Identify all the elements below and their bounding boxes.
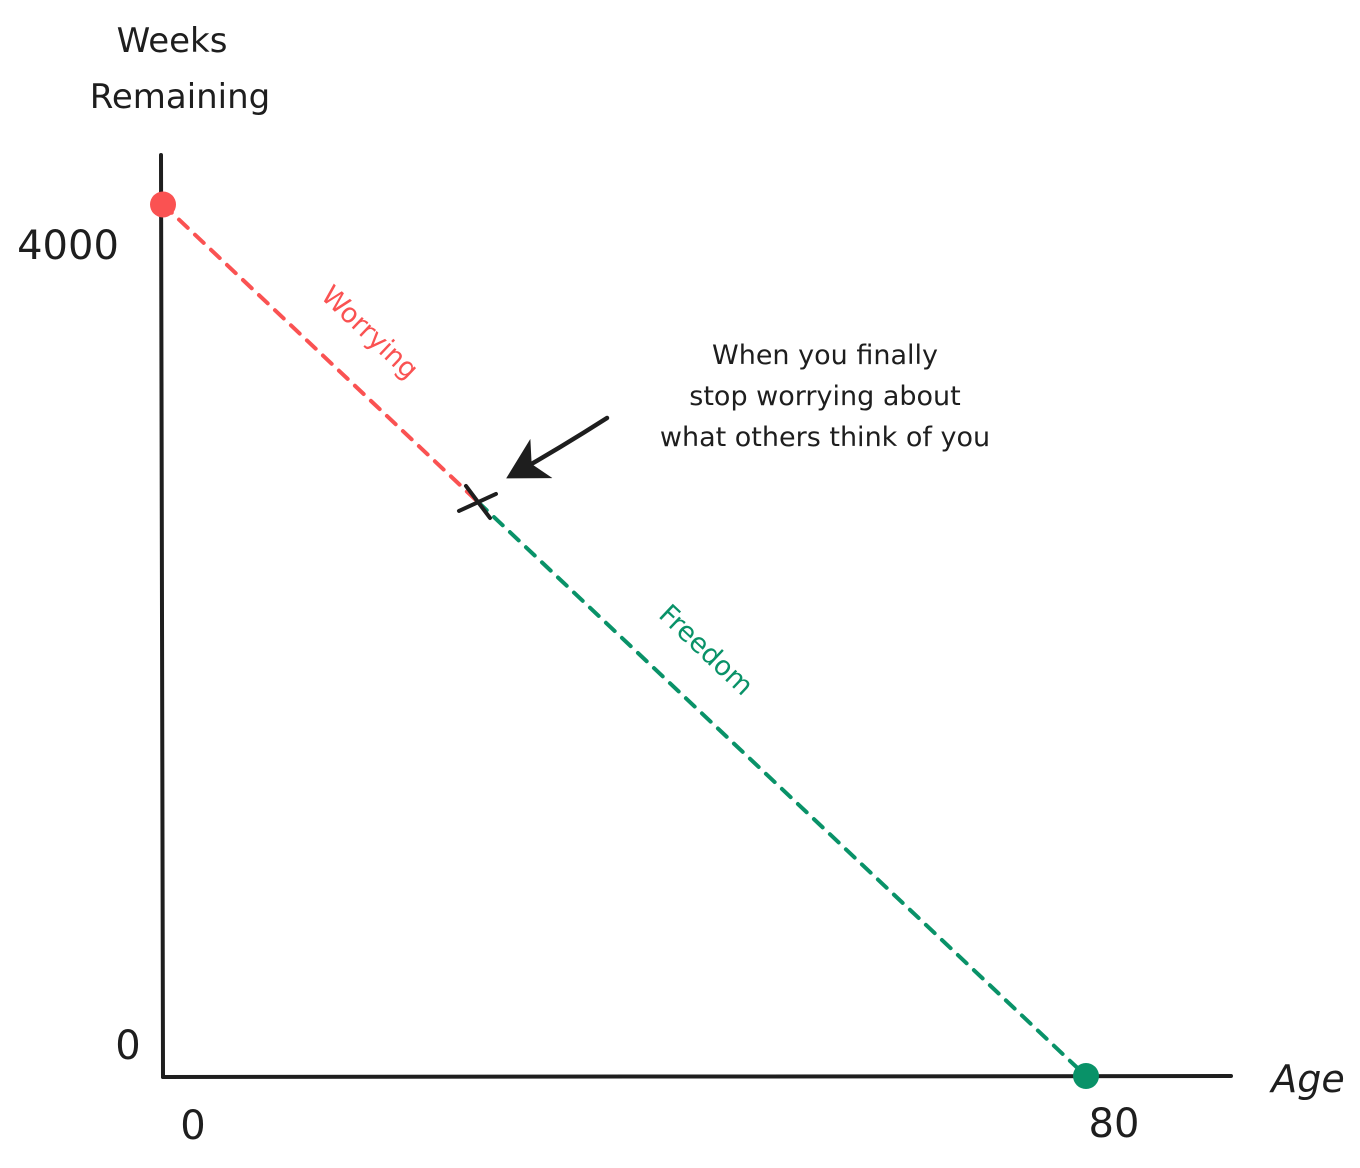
start-point	[150, 191, 176, 218]
x-axis-line	[161, 1074, 1233, 1079]
y-tick-label-0: 0	[115, 1023, 140, 1069]
freedom-series-line	[475, 499, 1088, 1078]
y-tick-label-4000: 4000	[17, 223, 119, 269]
end-point	[1073, 1063, 1099, 1089]
x-tick-label-0: 0	[180, 1103, 205, 1149]
annotation-line-2: stop worrying about	[689, 381, 960, 412]
worrying-series-line	[161, 202, 480, 504]
turning-point-marker	[456, 483, 498, 520]
y-axis-label-line-1: Weeks	[117, 21, 228, 61]
annotation-arrow	[506, 415, 610, 479]
worrying-series-label: Worrying	[315, 280, 424, 386]
y-axis-label-line-2: Remaining	[90, 77, 271, 117]
freedom-series-label: Freedom	[653, 599, 760, 702]
y-axis-line	[159, 153, 165, 1079]
x-tick-label-80: 80	[1089, 1101, 1140, 1147]
annotation-line-3: what others think of you	[660, 422, 990, 453]
annotation-line-1: When you finally	[712, 340, 938, 371]
x-axis-label: Age	[1268, 1057, 1345, 1101]
